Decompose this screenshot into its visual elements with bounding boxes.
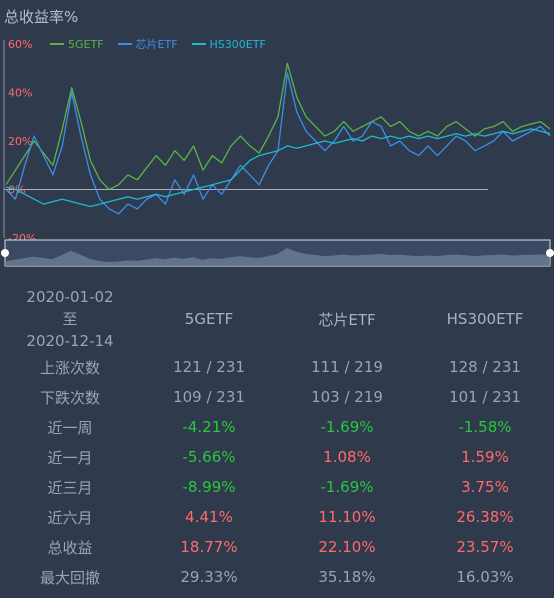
- zoom-handle-right[interactable]: [546, 249, 554, 257]
- series-line-2: [5, 128, 551, 208]
- stats-row: 近六月 4.41% 11.10% 26.38%: [0, 502, 554, 532]
- stats-row: 上涨次数 121 / 231 111 / 219 128 / 231: [0, 352, 554, 382]
- stats-row-label: 近一月: [47, 448, 93, 467]
- legend-swatch-5getf: [50, 43, 64, 45]
- y-tick-label: 60%: [8, 38, 32, 51]
- stats-cell: -1.69%: [320, 418, 374, 436]
- stats-cell: 1.59%: [461, 448, 509, 466]
- stats-cell: -5.66%: [182, 448, 236, 466]
- legend-swatch-hs300etf: [191, 43, 206, 45]
- date-start: 2020-01-02: [26, 288, 114, 306]
- header-5getf: 5GETF: [184, 310, 234, 328]
- stats-cell: 29.33%: [180, 568, 238, 586]
- y-tick-label: 40%: [8, 87, 32, 100]
- stats-row-label: 最大回撤: [39, 568, 100, 587]
- stats-cell: 35.18%: [318, 568, 376, 586]
- legend-item-chip-etf[interactable]: 芯片ETF: [117, 36, 178, 52]
- stats-cell: 11.10%: [318, 508, 376, 526]
- stats-cell: 121 / 231: [173, 358, 245, 376]
- legend-label-chip-etf: 芯片ETF: [135, 38, 178, 51]
- stats-row-label: 上涨次数: [39, 358, 100, 377]
- stats-cell: 1.08%: [323, 448, 371, 466]
- stats-row-label: 总收益: [47, 538, 93, 557]
- stats-cell: 22.10%: [318, 538, 376, 556]
- stats-row: 总收益 18.77% 22.10% 23.57%: [0, 532, 554, 562]
- stats-row: 下跌次数 109 / 231 103 / 219 101 / 231: [0, 382, 554, 412]
- stats-row: 近三月 -8.99% -1.69% 3.75%: [0, 472, 554, 502]
- stats-cell: 3.75%: [461, 478, 509, 496]
- stats-row: 近一月 -5.66% 1.08% 1.59%: [0, 442, 554, 472]
- legend-swatch-chip-etf: [117, 43, 132, 45]
- legend-item-5getf[interactable]: 5GETF: [50, 36, 104, 52]
- chart-title: 总收益率%: [4, 8, 79, 26]
- series-line-1: [5, 72, 551, 215]
- date-end: 2020-12-14: [26, 332, 114, 350]
- chart-svg: 60%40%20%0%-20%: [1, 38, 554, 267]
- stats-cell: 109 / 231: [173, 388, 245, 406]
- zoom-handle-left[interactable]: [1, 249, 9, 257]
- legend-item-hs300etf[interactable]: HS300ETF: [191, 36, 266, 52]
- stats-cell: 101 / 231: [449, 388, 521, 406]
- zoom-slider-preview: [5, 248, 550, 266]
- stats-cell: 4.41%: [185, 508, 233, 526]
- stats-row-label: 下跌次数: [39, 388, 100, 407]
- stats-cell: 26.38%: [456, 508, 514, 526]
- stats-cell: -1.69%: [320, 478, 374, 496]
- stats-row-label: 近三月: [47, 478, 93, 497]
- stats-cell: 111 / 219: [311, 358, 383, 376]
- stats-cell: -8.99%: [182, 478, 236, 496]
- stats-cell: 103 / 219: [311, 388, 383, 406]
- stats-row-label: 近六月: [47, 508, 93, 527]
- stats-table: 2020-01-02 至 2020-12-14 5GETF 芯片ETF HS30…: [0, 286, 554, 592]
- stats-cell: -4.21%: [182, 418, 236, 436]
- header-hs300etf: HS300ETF: [446, 310, 524, 328]
- stats-cell: 23.57%: [456, 538, 514, 556]
- series-line-0: [5, 62, 551, 191]
- stats-row: 近一周 -4.21% -1.69% -1.58%: [0, 412, 554, 442]
- stats-header-row: 2020-01-02 至 2020-12-14 5GETF 芯片ETF HS30…: [0, 286, 554, 352]
- header-chip-etf: 芯片ETF: [318, 310, 376, 329]
- stats-row-label: 近一周: [47, 418, 93, 437]
- legend-label-hs300etf: HS300ETF: [209, 37, 266, 51]
- date-separator: 至: [62, 310, 78, 328]
- y-tick-label: 20%: [8, 135, 32, 148]
- stats-cell: 18.77%: [180, 538, 238, 556]
- legend: 5GETF 芯片ETF HS300ETF: [50, 36, 266, 52]
- stats-body: 上涨次数 121 / 231 111 / 219 128 / 231 下跌次数 109 /…: [0, 352, 554, 592]
- chart-area: 总收益率% 5GETF 芯片ETF HS300ETF 60% 40% 20% 0% -2…: [0, 0, 554, 270]
- legend-label-5getf: 5GETF: [68, 37, 104, 51]
- stats-cell: 16.03%: [456, 568, 514, 586]
- stats-row: 最大回撤 29.33% 35.18% 16.03%: [0, 562, 554, 592]
- date-range: 2020-01-02 至 2020-12-14: [0, 286, 140, 352]
- stats-cell: -1.58%: [458, 418, 512, 436]
- stats-cell: 128 / 231: [449, 358, 521, 376]
